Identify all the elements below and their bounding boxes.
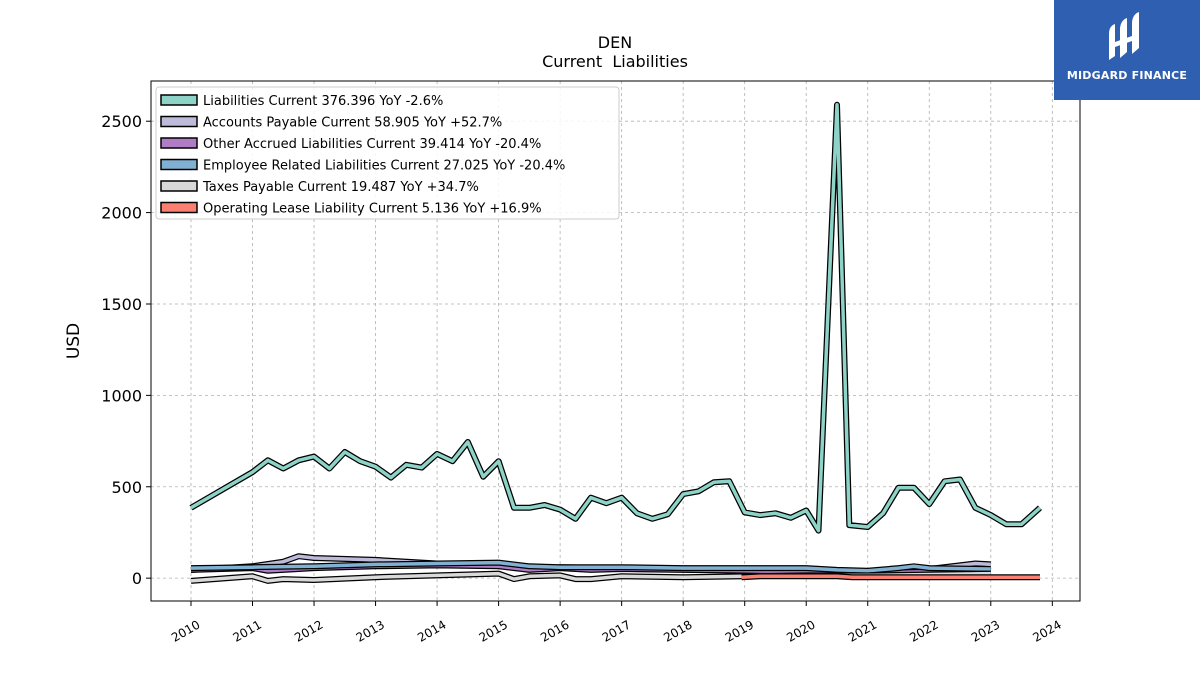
x-tick-label: 2018: [661, 617, 694, 644]
y-tick-label: 500: [111, 478, 142, 497]
legend-swatch: [160, 137, 198, 149]
y-tick-label: 0: [132, 569, 142, 588]
x-tick-label: 2019: [723, 617, 756, 644]
x-tick-label: 2011: [231, 617, 264, 644]
x-tick-label: 2013: [354, 617, 387, 644]
y-tick-label: 2000: [101, 204, 142, 223]
brand-mark-icon: [1109, 12, 1139, 60]
legend-label: Taxes Payable Current 19.487 YoY +34.7%: [202, 180, 479, 195]
legend-label: Other Accrued Liabilities Current 39.414…: [203, 137, 541, 152]
chart-title: DEN: [598, 33, 632, 52]
series-line-liabilities-current: [190, 103, 1042, 533]
legend-swatch: [160, 94, 198, 106]
brand-logo: MIDGARD FINANCE: [1054, 0, 1200, 100]
y-axis-label: USD: [64, 323, 84, 359]
x-tick-label: 2022: [907, 617, 940, 644]
x-tick-label: 2021: [846, 617, 879, 644]
chart-subtitle: Current Liabilities: [542, 52, 688, 71]
legend-label: Operating Lease Liability Current 5.136 …: [203, 202, 542, 217]
x-tick-label: 2016: [538, 617, 571, 644]
legend-label: Employee Related Liabilities Current 27.…: [203, 159, 565, 174]
brand-name: MIDGARD FINANCE: [1066, 69, 1188, 82]
y-tick-label: 1000: [101, 386, 142, 405]
x-tick-label: 2012: [292, 617, 325, 644]
series-layer: [189, 101, 1042, 584]
y-tick-label: 1500: [101, 295, 142, 314]
plot-frame: [150, 80, 1081, 602]
x-tick-label: 2020: [784, 617, 817, 644]
legend-label: Accounts Payable Current 58.905 YoY +52.…: [203, 116, 502, 131]
legend: Liabilities Current 376.396 YoY -2.6% Acc…: [155, 86, 620, 220]
x-tick-label: 2010: [169, 617, 202, 644]
legend-swatch: [160, 115, 198, 128]
x-tick-label: 2015: [477, 617, 510, 644]
series-line-employee-related-liabilities-current: [190, 560, 991, 573]
legend-swatch: [160, 180, 198, 192]
y-tick-label: 2500: [101, 112, 142, 131]
x-tick-label: 2014: [415, 617, 448, 644]
x-tick-label: 2024: [1030, 617, 1063, 644]
legend-label: Liabilities Current 376.396 YoY -2.6%: [203, 94, 443, 109]
legend-swatch: [160, 201, 198, 214]
legend-box: [155, 86, 620, 220]
x-tick-label: 2017: [600, 617, 633, 644]
x-tick-label: 2023: [969, 617, 1002, 644]
series-line-operating-lease-liability-current: [741, 574, 1040, 579]
legend-swatch: [160, 158, 198, 171]
